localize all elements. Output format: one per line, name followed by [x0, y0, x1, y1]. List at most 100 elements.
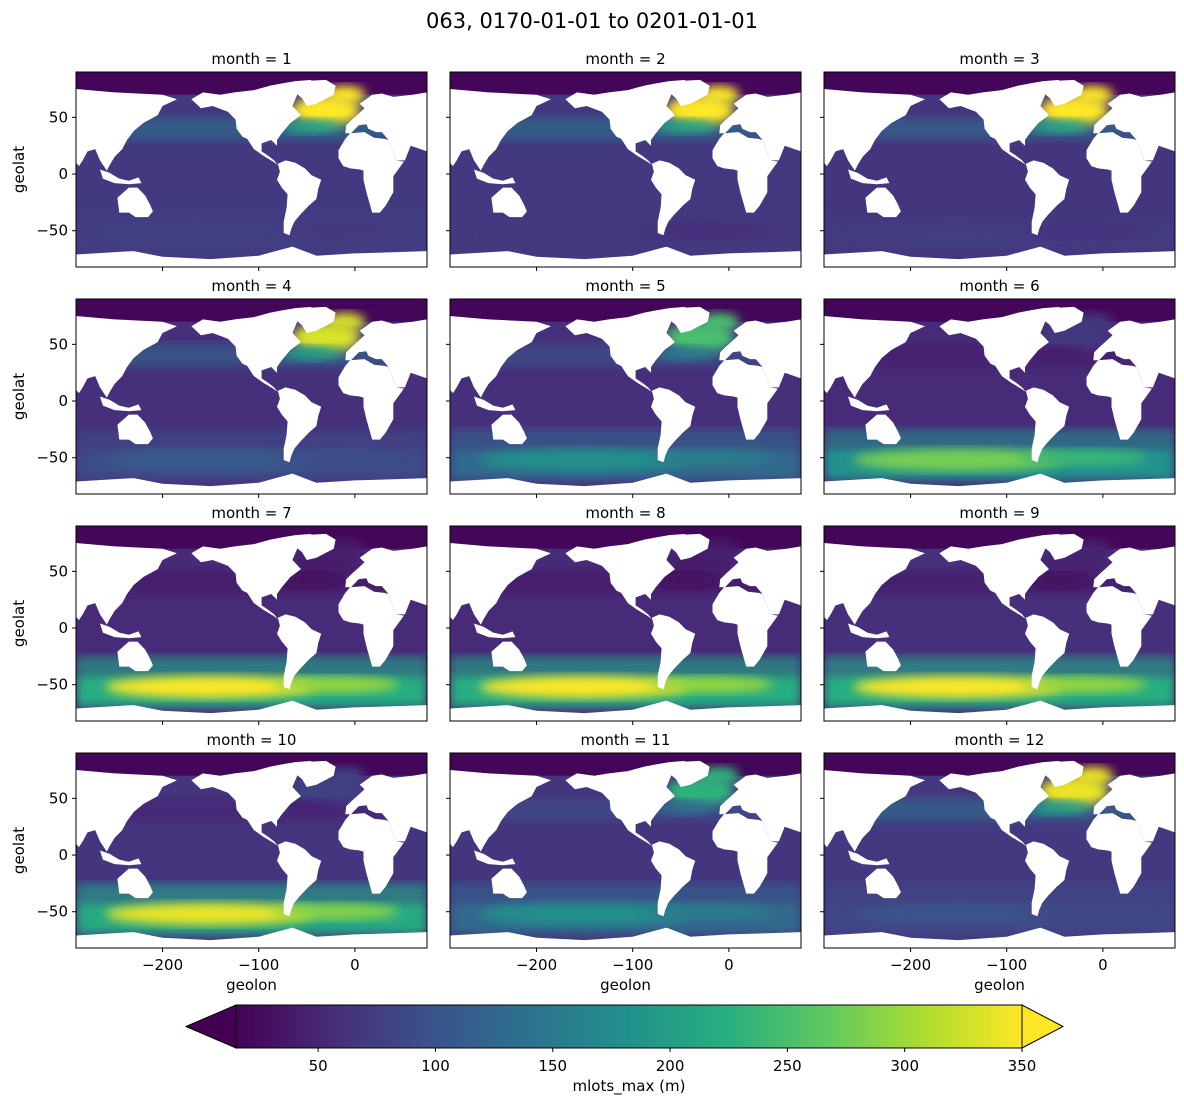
nordic-seas-core — [325, 85, 366, 104]
land-eurasia-east — [450, 543, 551, 625]
southern-ocean-atlantic — [272, 903, 399, 920]
panel-month-4: month = 4 50 0 −50 geolat — [10, 277, 428, 498]
land-maritime-asia — [474, 850, 516, 866]
land-south-america — [651, 841, 696, 917]
land-south-america — [277, 841, 322, 917]
land-north-america — [191, 79, 312, 165]
land-south-america — [277, 614, 322, 690]
panel-frame — [75, 298, 428, 495]
land-north-america — [939, 760, 1060, 846]
nordic-seas-core — [1073, 539, 1114, 558]
south-subtropic-band — [76, 883, 427, 901]
panel-frame — [823, 71, 1176, 268]
land-eurasia-west — [345, 92, 427, 161]
land-antarctica — [824, 927, 1175, 948]
x-axis-label: geolon — [974, 976, 1025, 994]
panel-frame — [449, 525, 802, 722]
nordic-seas-core — [325, 539, 366, 558]
southern-ocean-atlantic — [272, 676, 399, 693]
southern-ocean-core — [479, 902, 690, 925]
land-mask — [76, 533, 427, 721]
x-tick-label: 0 — [350, 956, 360, 974]
southern-ocean-core — [853, 675, 1064, 698]
land-maritime-asia — [100, 850, 142, 866]
land-australia — [865, 868, 901, 899]
land-maritime-asia — [100, 623, 142, 639]
y-tick-label: 0 — [58, 846, 68, 864]
land-eurasia-west — [1093, 319, 1175, 388]
x-axis-label: geolon — [600, 976, 651, 994]
y-axis-label: geolat — [10, 827, 28, 874]
x-tick-label: −200 — [890, 956, 931, 974]
southern-ocean-atlantic — [272, 222, 399, 239]
land-north-america — [191, 533, 312, 619]
gulf-stream-band — [1029, 573, 1090, 588]
land-antarctica — [76, 246, 427, 267]
colorbar: 50 100 150 200 250 300 350 mlots_max (m) — [184, 1004, 1065, 1096]
panel-month-8: month = 8 — [446, 504, 802, 725]
land-australia — [117, 187, 153, 218]
southern-ocean-core — [105, 675, 316, 698]
land-mask — [76, 760, 427, 948]
land-eurasia-east — [76, 89, 177, 171]
land-greenland — [658, 533, 710, 560]
land-eurasia-west — [719, 92, 801, 161]
southern-ocean-core — [853, 902, 1064, 925]
land-south-america — [1025, 614, 1070, 690]
x-tick-label: 0 — [724, 956, 734, 974]
y-tick-label: 0 — [58, 392, 68, 410]
nordic-seas-core — [325, 766, 366, 785]
ocean-field — [76, 526, 427, 721]
southern-ocean-atlantic — [646, 903, 773, 920]
south-subtropic-band — [450, 656, 801, 674]
land-greenland — [658, 306, 710, 333]
land-greenland — [1032, 533, 1084, 560]
southern-ocean-core — [479, 675, 690, 698]
x-tick-label: −100 — [238, 956, 279, 974]
land-eurasia-east — [76, 316, 177, 398]
x-tick-label: −100 — [612, 956, 653, 974]
land-australia — [117, 414, 153, 445]
ocean-field — [450, 72, 801, 267]
gulf-stream-band — [281, 346, 342, 361]
y-axis-label: geolat — [10, 146, 28, 193]
south-subtropic-band — [450, 883, 801, 901]
land-maritime-asia — [100, 169, 142, 185]
land-eurasia-west — [345, 319, 427, 388]
ocean-field — [824, 72, 1175, 267]
panel-frame — [75, 752, 428, 949]
colorbar-tick-label: 200 — [656, 1057, 685, 1075]
land-maritime-asia — [848, 396, 890, 412]
southern-ocean-atlantic — [646, 222, 773, 239]
southern-ocean-core — [479, 448, 690, 471]
land-antarctica — [824, 473, 1175, 494]
land-australia — [491, 414, 527, 445]
land-maritime-asia — [474, 623, 516, 639]
southern-ocean-core — [105, 448, 316, 471]
nordic-seas-core — [699, 85, 740, 104]
y-tick-label: 50 — [49, 335, 68, 353]
x-tick-label: −200 — [516, 956, 557, 974]
southern-ocean-core — [105, 221, 316, 244]
panel-grid: month = 1 50 0 −50 geolat month = 2 month = 3 m… — [10, 50, 1176, 994]
land-eurasia-east — [824, 316, 925, 398]
south-subtropic-band — [824, 429, 1175, 447]
land-north-america — [939, 533, 1060, 619]
panel-month-3: month = 3 — [820, 50, 1176, 271]
land-mask — [450, 760, 801, 948]
ocean-field — [824, 299, 1175, 494]
land-australia — [865, 414, 901, 445]
south-subtropic-band — [450, 202, 801, 220]
southern-ocean-core — [853, 448, 1064, 471]
y-tick-label: 50 — [49, 789, 68, 807]
panel-month-5: month = 5 — [446, 277, 802, 498]
land-eurasia-east — [824, 543, 925, 625]
land-africa — [712, 132, 778, 213]
y-tick-label: −50 — [36, 222, 68, 240]
land-africa — [712, 586, 778, 667]
land-north-america — [191, 760, 312, 846]
panel-title: month = 1 — [211, 50, 291, 68]
southern-ocean-atlantic — [646, 676, 773, 693]
land-greenland — [284, 306, 336, 333]
